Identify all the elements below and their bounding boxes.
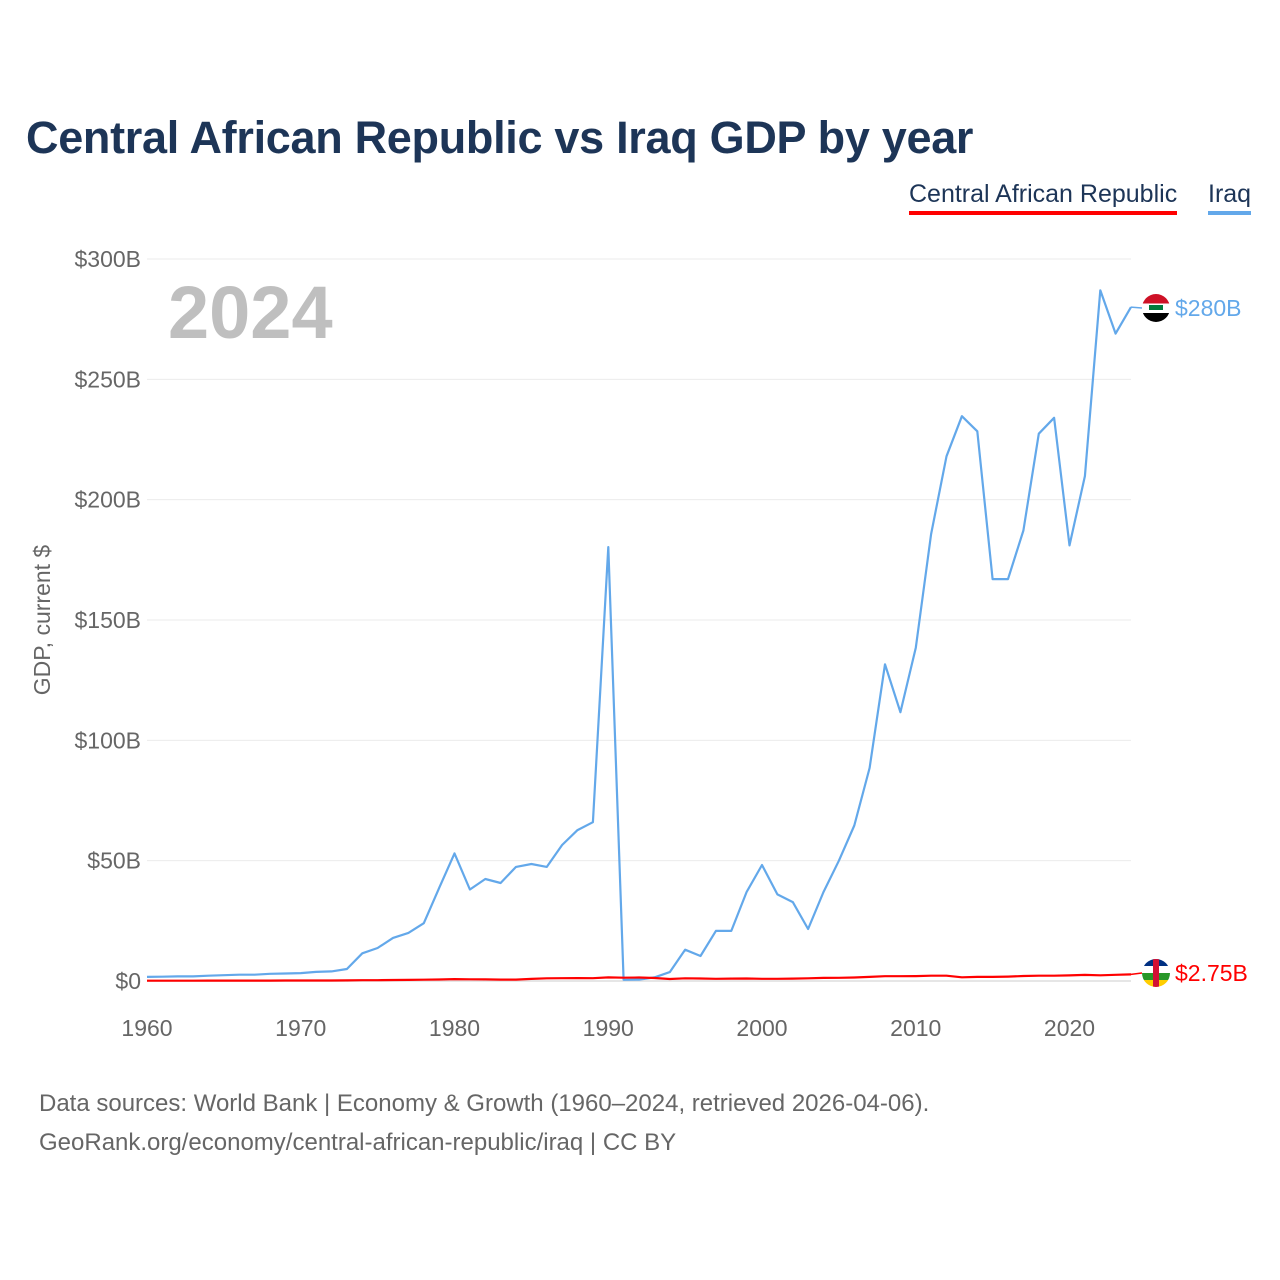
end-value-label: $280B [1175,295,1242,321]
x-tick-label: 2000 [736,1015,787,1041]
central-african-republic-flag-icon [1142,959,1170,987]
y-tick-label: $300B [74,246,141,272]
chart-title: Central African Republic vs Iraq GDP by … [26,112,974,163]
end-connector [1130,972,1143,976]
y-tick-label: $100B [74,727,141,753]
x-tick-label: 2010 [890,1015,941,1041]
attribution-link[interactable]: GeoRank.org/economy/central-african-repu… [39,1129,677,1156]
x-tick-label: 1980 [429,1015,480,1041]
legend-item-iraq[interactable]: Iraq [1208,180,1252,215]
year-watermark: 2024 [168,271,333,354]
y-tick-label: $0 [115,968,141,994]
iraq-flag-icon [1142,294,1170,322]
x-tick-label: 2020 [1044,1015,1095,1041]
footer: Data sources: World Bank | Economy & Gro… [39,1084,929,1162]
y-tick-label: $250B [74,366,141,392]
y-tick-label: $150B [74,607,141,633]
y-tick-label: $50B [87,848,141,874]
end-connector [1130,306,1143,309]
end-value-label: $2.75B [1175,960,1248,986]
x-tick-label: 1970 [275,1015,326,1041]
y-axis-label: GDP, current $ [29,545,55,696]
y-tick-label: $200B [74,487,141,513]
x-tick-label: 1990 [583,1015,634,1041]
legend-item-central-african-republic[interactable]: Central African Republic [909,180,1178,215]
line-chart: $0 $50B $100B $150B $200B $250B $300B 1960 1970 1… [29,246,1248,1041]
series-line-central-african-republic [147,973,1132,982]
series-line-iraq [146,289,1132,981]
data-source-text: Data sources: World Bank | Economy & Gro… [39,1090,930,1117]
x-tick-label: 1960 [121,1015,172,1041]
